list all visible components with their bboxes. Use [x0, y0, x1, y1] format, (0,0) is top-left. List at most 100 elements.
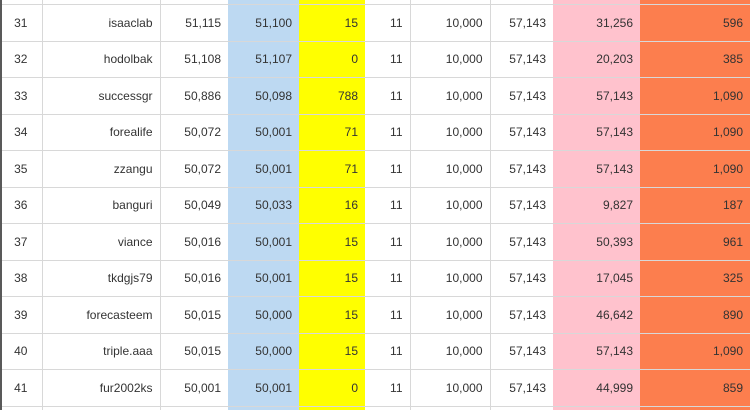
cell-row-number[interactable]: 35	[0, 150, 43, 188]
cell-value-1[interactable]: 50,072	[160, 114, 228, 151]
cell-value-3[interactable]: 15	[299, 223, 365, 261]
cell-value-8[interactable]: 385	[640, 41, 750, 78]
cell-value-5[interactable]	[410, 0, 491, 5]
cell-value-8[interactable]: 596	[640, 4, 750, 42]
cell-row-number[interactable]	[0, 406, 43, 410]
cell-value-2[interactable]: 50,001	[228, 260, 299, 297]
cell-value-3[interactable]: 15	[299, 333, 365, 370]
cell-value-5[interactable]: 10,000	[410, 41, 491, 78]
cell-value-7[interactable]	[553, 0, 640, 5]
cell-value-2[interactable]	[228, 0, 299, 5]
cell-row-number[interactable]: 38	[0, 260, 43, 297]
cell-value-4[interactable]: 11	[365, 77, 411, 115]
cell-value-1[interactable]: 50,072	[160, 150, 228, 188]
cell-value-8[interactable]: 961	[640, 223, 750, 261]
cell-row-number[interactable]: 39	[0, 296, 43, 334]
cell-value-4[interactable]: 11	[365, 260, 411, 297]
cell-value-5[interactable]: 10,000	[410, 333, 491, 370]
cell-value-2[interactable]: 51,100	[228, 4, 299, 42]
cell-value-1[interactable]: 51,108	[160, 41, 228, 78]
cell-value-3[interactable]: 71	[299, 150, 365, 188]
cell-value-3[interactable]: 15	[299, 4, 365, 42]
cell-value-5[interactable]: 10,000	[410, 150, 491, 188]
cell-value-2[interactable]: 50,000	[228, 296, 299, 334]
cell-value-1[interactable]: 50,016	[160, 260, 228, 297]
cell-value-7[interactable]	[553, 406, 640, 410]
cell-value-6[interactable]: 57,143	[490, 41, 553, 78]
cell-value-1[interactable]: 50,016	[160, 223, 228, 261]
cell-value-3[interactable]: 0	[299, 41, 365, 78]
cell-value-6[interactable]: 57,143	[490, 187, 553, 224]
cell-value-2[interactable]: 50,001	[228, 114, 299, 151]
cell-value-2[interactable]: 50,001	[228, 369, 299, 407]
cell-row-number[interactable]: 33	[0, 77, 43, 115]
cell-value-3[interactable]: 16	[299, 187, 365, 224]
cell-username[interactable]: successgr	[42, 77, 161, 115]
cell-value-4[interactable]: 11	[365, 41, 411, 78]
cell-value-8[interactable]: 1,090	[640, 333, 750, 370]
cell-value-1[interactable]: 50,049	[160, 187, 228, 224]
cell-value-1[interactable]: 50,886	[160, 77, 228, 115]
cell-value-4[interactable]: 11	[365, 333, 411, 370]
cell-value-5[interactable]: 10,000	[410, 296, 491, 334]
cell-value-4[interactable]: 11	[365, 4, 411, 42]
cell-value-3[interactable]: 15	[299, 260, 365, 297]
cell-value-8[interactable]: 187	[640, 187, 750, 224]
cell-username[interactable]: isaaclab	[42, 4, 161, 42]
cell-value-8[interactable]: 1,090	[640, 114, 750, 151]
cell-value-5[interactable]: 10,000	[410, 114, 491, 151]
cell-value-2[interactable]	[228, 406, 299, 410]
cell-value-1[interactable]	[160, 406, 228, 410]
cell-value-2[interactable]: 50,033	[228, 187, 299, 224]
cell-username[interactable]: banguri	[42, 187, 161, 224]
cell-value-6[interactable]: 57,143	[490, 4, 553, 42]
cell-row-number[interactable]: 34	[0, 114, 43, 151]
cell-value-7[interactable]: 50,393	[553, 223, 640, 261]
cell-value-7[interactable]: 20,203	[553, 41, 640, 78]
cell-value-2[interactable]: 50,001	[228, 223, 299, 261]
cell-username[interactable]	[42, 406, 161, 410]
cell-value-8[interactable]	[640, 406, 750, 410]
cell-row-number[interactable]: 31	[0, 4, 43, 42]
cell-value-6[interactable]: 57,143	[490, 260, 553, 297]
cell-username[interactable]: tkdgjs79	[42, 260, 161, 297]
cell-username[interactable]	[42, 0, 161, 5]
cell-value-7[interactable]: 44,999	[553, 369, 640, 407]
cell-value-5[interactable]: 10,000	[410, 4, 491, 42]
cell-value-6[interactable]: 57,143	[490, 150, 553, 188]
cell-value-8[interactable]	[640, 0, 750, 5]
cell-value-5[interactable]	[410, 406, 491, 410]
cell-username[interactable]: viance	[42, 223, 161, 261]
cell-value-5[interactable]: 10,000	[410, 223, 491, 261]
cell-value-6[interactable]: 57,143	[490, 296, 553, 334]
cell-value-3[interactable]	[299, 0, 365, 5]
cell-value-7[interactable]: 57,143	[553, 77, 640, 115]
cell-value-4[interactable]: 11	[365, 150, 411, 188]
cell-value-8[interactable]: 1,090	[640, 77, 750, 115]
cell-value-4[interactable]: 11	[365, 187, 411, 224]
cell-value-5[interactable]: 10,000	[410, 260, 491, 297]
cell-value-1[interactable]: 51,115	[160, 4, 228, 42]
cell-value-3[interactable]: 71	[299, 114, 365, 151]
cell-username[interactable]: hodolbak	[42, 41, 161, 78]
cell-value-6[interactable]: 57,143	[490, 333, 553, 370]
cell-username[interactable]: forecasteem	[42, 296, 161, 334]
cell-value-8[interactable]: 325	[640, 260, 750, 297]
cell-value-7[interactable]: 17,045	[553, 260, 640, 297]
cell-value-6[interactable]	[490, 0, 553, 5]
cell-username[interactable]: fur2002ks	[42, 369, 161, 407]
cell-value-2[interactable]: 50,098	[228, 77, 299, 115]
cell-value-4[interactable]	[365, 0, 411, 5]
cell-value-2[interactable]: 50,001	[228, 150, 299, 188]
cell-row-number[interactable]: 40	[0, 333, 43, 370]
cell-value-6[interactable]: 57,143	[490, 114, 553, 151]
cell-username[interactable]: zzangu	[42, 150, 161, 188]
cell-value-4[interactable]	[365, 406, 411, 410]
cell-value-3[interactable]	[299, 406, 365, 410]
cell-value-7[interactable]: 9,827	[553, 187, 640, 224]
cell-value-6[interactable]: 57,143	[490, 77, 553, 115]
cell-row-number[interactable]: 41	[0, 369, 43, 407]
cell-value-4[interactable]: 11	[365, 369, 411, 407]
cell-value-5[interactable]: 10,000	[410, 369, 491, 407]
cell-value-2[interactable]: 51,107	[228, 41, 299, 78]
